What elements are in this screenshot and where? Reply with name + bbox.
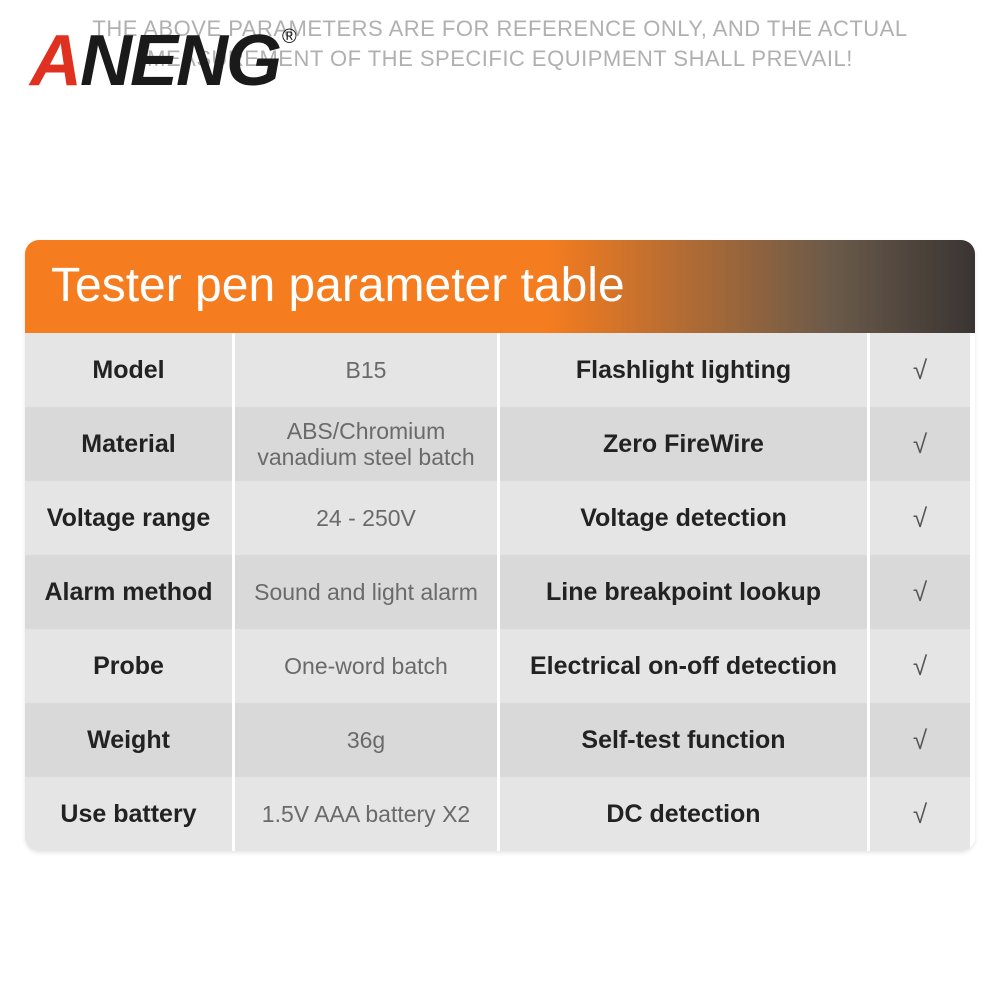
param-value: 24 - 250V (235, 481, 500, 555)
feature-label: Voltage detection (500, 481, 870, 555)
param-label: Model (25, 333, 235, 407)
feature-label: Electrical on-off detection (500, 629, 870, 703)
checkmark-icon: √ (870, 629, 970, 703)
param-value: ABS/Chromium vanadium steel batch (235, 407, 500, 481)
table-grid: ModelB15Flashlight lighting√MaterialABS/… (25, 333, 975, 851)
checkmark-icon: √ (870, 333, 970, 407)
param-label: Material (25, 407, 235, 481)
param-label: Voltage range (25, 481, 235, 555)
feature-label: Line breakpoint lookup (500, 555, 870, 629)
param-value: B15 (235, 333, 500, 407)
table-title: Tester pen parameter table (25, 240, 975, 333)
parameter-table: Tester pen parameter table ModelB15Flash… (25, 240, 975, 851)
checkmark-icon: √ (870, 407, 970, 481)
param-value: Sound and light alarm (235, 555, 500, 629)
registered-mark: ® (282, 26, 295, 48)
logo-rest: NENG (80, 21, 280, 101)
brand-logo: ANENG® (30, 20, 293, 102)
param-value: One-word batch (235, 629, 500, 703)
param-label: Probe (25, 629, 235, 703)
param-value: 36g (235, 703, 500, 777)
feature-label: Zero FireWire (500, 407, 870, 481)
param-value: 1.5V AAA battery X2 (235, 777, 500, 851)
checkmark-icon: √ (870, 555, 970, 629)
param-label: Weight (25, 703, 235, 777)
feature-label: Flashlight lighting (500, 333, 870, 407)
param-label: Alarm method (25, 555, 235, 629)
logo-letter-a: A (30, 21, 80, 101)
feature-label: DC detection (500, 777, 870, 851)
checkmark-icon: √ (870, 703, 970, 777)
feature-label: Self-test function (500, 703, 870, 777)
checkmark-icon: √ (870, 777, 970, 851)
param-label: Use battery (25, 777, 235, 851)
checkmark-icon: √ (870, 481, 970, 555)
